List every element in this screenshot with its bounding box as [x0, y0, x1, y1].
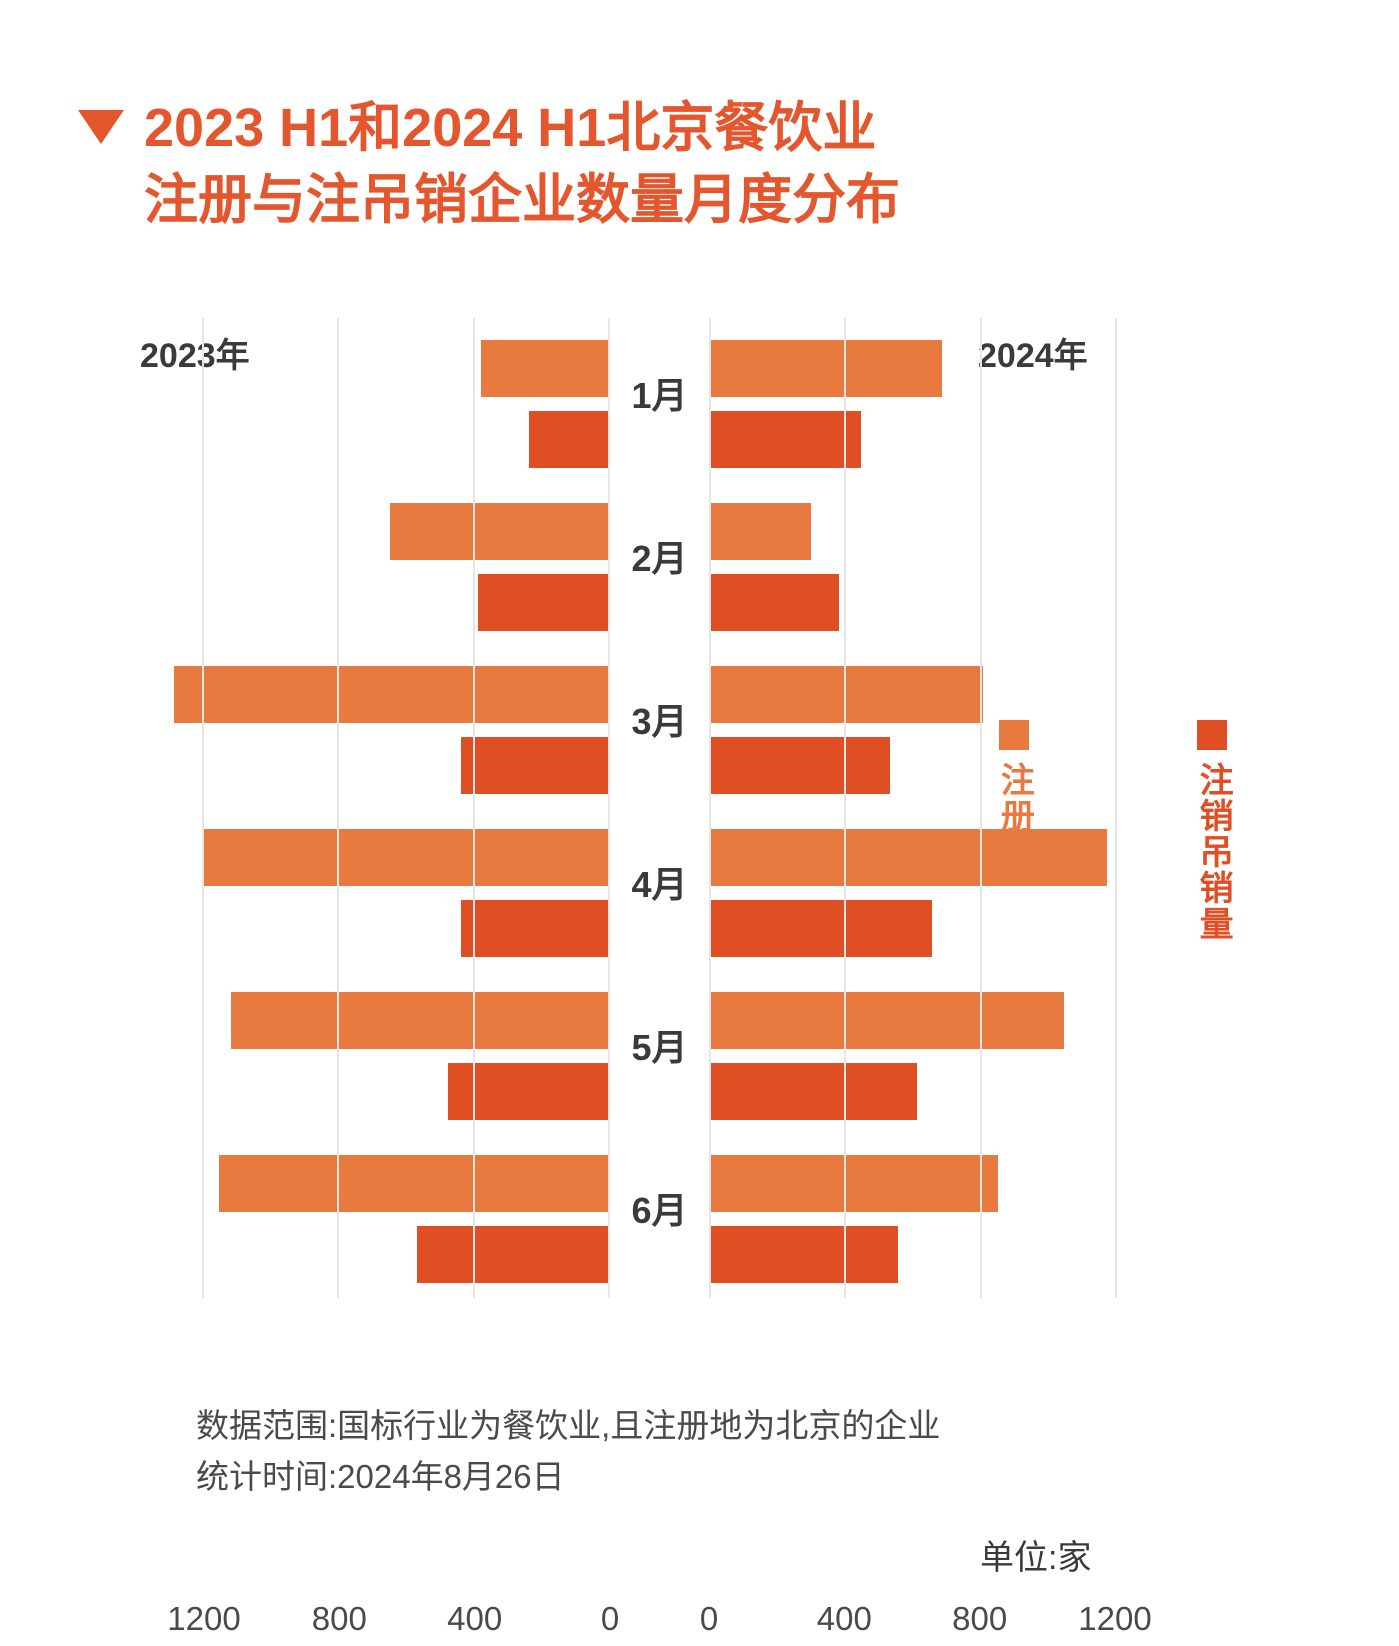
chart-canvas: 2023年 2024年 1月 2月 3月 4月 5月 6月 注册量 注销吊销量 单位:家 …: [0, 300, 1399, 1637]
axis-tick-right-1200: 1200: [1078, 1600, 1152, 1637]
axis-tick-left-800: 800: [311, 1600, 367, 1637]
bar-closure-2024年-5月: [709, 1063, 918, 1120]
panel-label-2024: 2024年: [978, 337, 1088, 375]
bar-row: [204, 489, 610, 652]
title-text-line-1: 2023 H1和2024 H1北京餐饮业: [144, 98, 877, 158]
triangle-down-icon: [78, 110, 124, 144]
gridline: [472, 318, 475, 1298]
axis-tick-right-800: 800: [952, 1600, 1008, 1637]
bar-registration-2023年-3月: [173, 666, 610, 723]
bar-row: [204, 978, 610, 1141]
gridline: [337, 318, 340, 1298]
bar-registration-2023年-2月: [390, 503, 610, 560]
bar-registration-2024年-6月: [709, 1155, 999, 1212]
title-text-line-2: 注册与注吊销企业数量月度分布: [144, 169, 900, 230]
axis-tick-right-400: 400: [816, 1600, 872, 1637]
month-axis-labels: 1月 2月 3月 4月 5月 6月: [610, 318, 709, 1298]
axis-tick-left-0: 0: [600, 1600, 620, 1637]
bar-closure-2023年-6月: [417, 1226, 610, 1283]
legend-swatch-closure-icon: [1197, 720, 1228, 750]
bar-row: [709, 815, 1115, 978]
bar-closure-2023年-5月: [447, 1063, 610, 1120]
bar-closure-2024年-6月: [709, 1226, 899, 1283]
bar-row: [173, 652, 610, 815]
value-axis: 1200 800 400 0 0 400 800 1200: [0, 1600, 1399, 1646]
bar-rows-2023: [173, 318, 610, 1298]
footnote-stat-time: 统计时间:2024年8月26日: [196, 1458, 565, 1496]
gridline: [979, 318, 982, 1298]
title-line-2: 注册与注吊销企业数量月度分布: [144, 168, 1178, 234]
bar-registration-2024年-1月: [709, 340, 943, 397]
bar-closure-2023年-2月: [478, 574, 610, 631]
footnotes: 数据范围:国标行业为餐饮业,且注册地为北京的企业 统计时间:2024年8月26日: [196, 1400, 940, 1502]
bar-row: [204, 326, 610, 489]
month-label-6月: 6月: [631, 1190, 688, 1231]
bar-closure-2023年-4月: [461, 900, 610, 957]
bar-registration-2023年-1月: [481, 340, 610, 397]
axis-tick-left-400: 400: [447, 1600, 503, 1637]
title-line-1: 2023 H1和2024 H1北京餐饮业: [78, 96, 1178, 162]
unit-note: 单位:家: [980, 1539, 1092, 1577]
bar-registration-2024年-4月: [709, 829, 1107, 886]
bar-registration-2023年-5月: [231, 992, 610, 1049]
axis-tick-right-0: 0: [699, 1600, 719, 1637]
gridline: [709, 318, 711, 1298]
month-label-3月: 3月: [631, 701, 688, 742]
bar-registration-2023年-4月: [204, 829, 610, 886]
bar-closure-2024年-3月: [709, 737, 890, 794]
gridline: [1115, 318, 1117, 1298]
bar-closure-2023年-1月: [528, 411, 610, 468]
month-label-4月: 4月: [631, 864, 688, 905]
gridline: [608, 318, 610, 1298]
bar-row: [709, 489, 1115, 652]
month-label-2月: 2月: [631, 538, 688, 579]
gridline: [202, 318, 204, 1298]
legend-item-closure: 注销吊销量: [1123, 720, 1301, 942]
legend-swatch-registration-icon: [998, 720, 1029, 750]
gridline: [844, 318, 847, 1298]
bar-closure-2024年-4月: [709, 900, 933, 957]
footnote-data-scope: 数据范围:国标行业为餐饮业,且注册地为北京的企业: [196, 1407, 941, 1444]
bar-closure-2023年-3月: [461, 737, 610, 794]
bar-row: [709, 326, 1115, 489]
bar-row: [709, 1141, 1115, 1304]
month-label-1月: 1月: [631, 375, 688, 416]
plot-area-2024: [709, 318, 1117, 1298]
bar-row: [204, 1141, 610, 1304]
plot-area-2023: [173, 318, 610, 1298]
bar-row: [204, 815, 610, 978]
bar-closure-2024年-1月: [709, 411, 862, 468]
bar-row: [709, 978, 1115, 1141]
bar-registration-2023年-6月: [219, 1155, 610, 1212]
legend-label-registration: 注册量: [995, 762, 1034, 870]
axis-tick-left-1200: 1200: [167, 1600, 241, 1637]
bar-registration-2024年-5月: [709, 992, 1065, 1049]
bar-registration-2024年-2月: [709, 503, 811, 560]
bar-closure-2024年-2月: [709, 574, 840, 631]
month-label-5月: 5月: [631, 1027, 688, 1068]
legend-item-registration: 注册量: [960, 720, 1067, 942]
legend-label-closure: 注销吊销量: [1194, 762, 1233, 942]
chart-legend: 注册量 注销吊销量: [960, 720, 1302, 942]
panel-label-2023: 2023年: [140, 337, 250, 375]
chart-title-block: 2023 H1和2024 H1北京餐饮业 注册与注吊销企业数量月度分布: [78, 96, 1178, 234]
